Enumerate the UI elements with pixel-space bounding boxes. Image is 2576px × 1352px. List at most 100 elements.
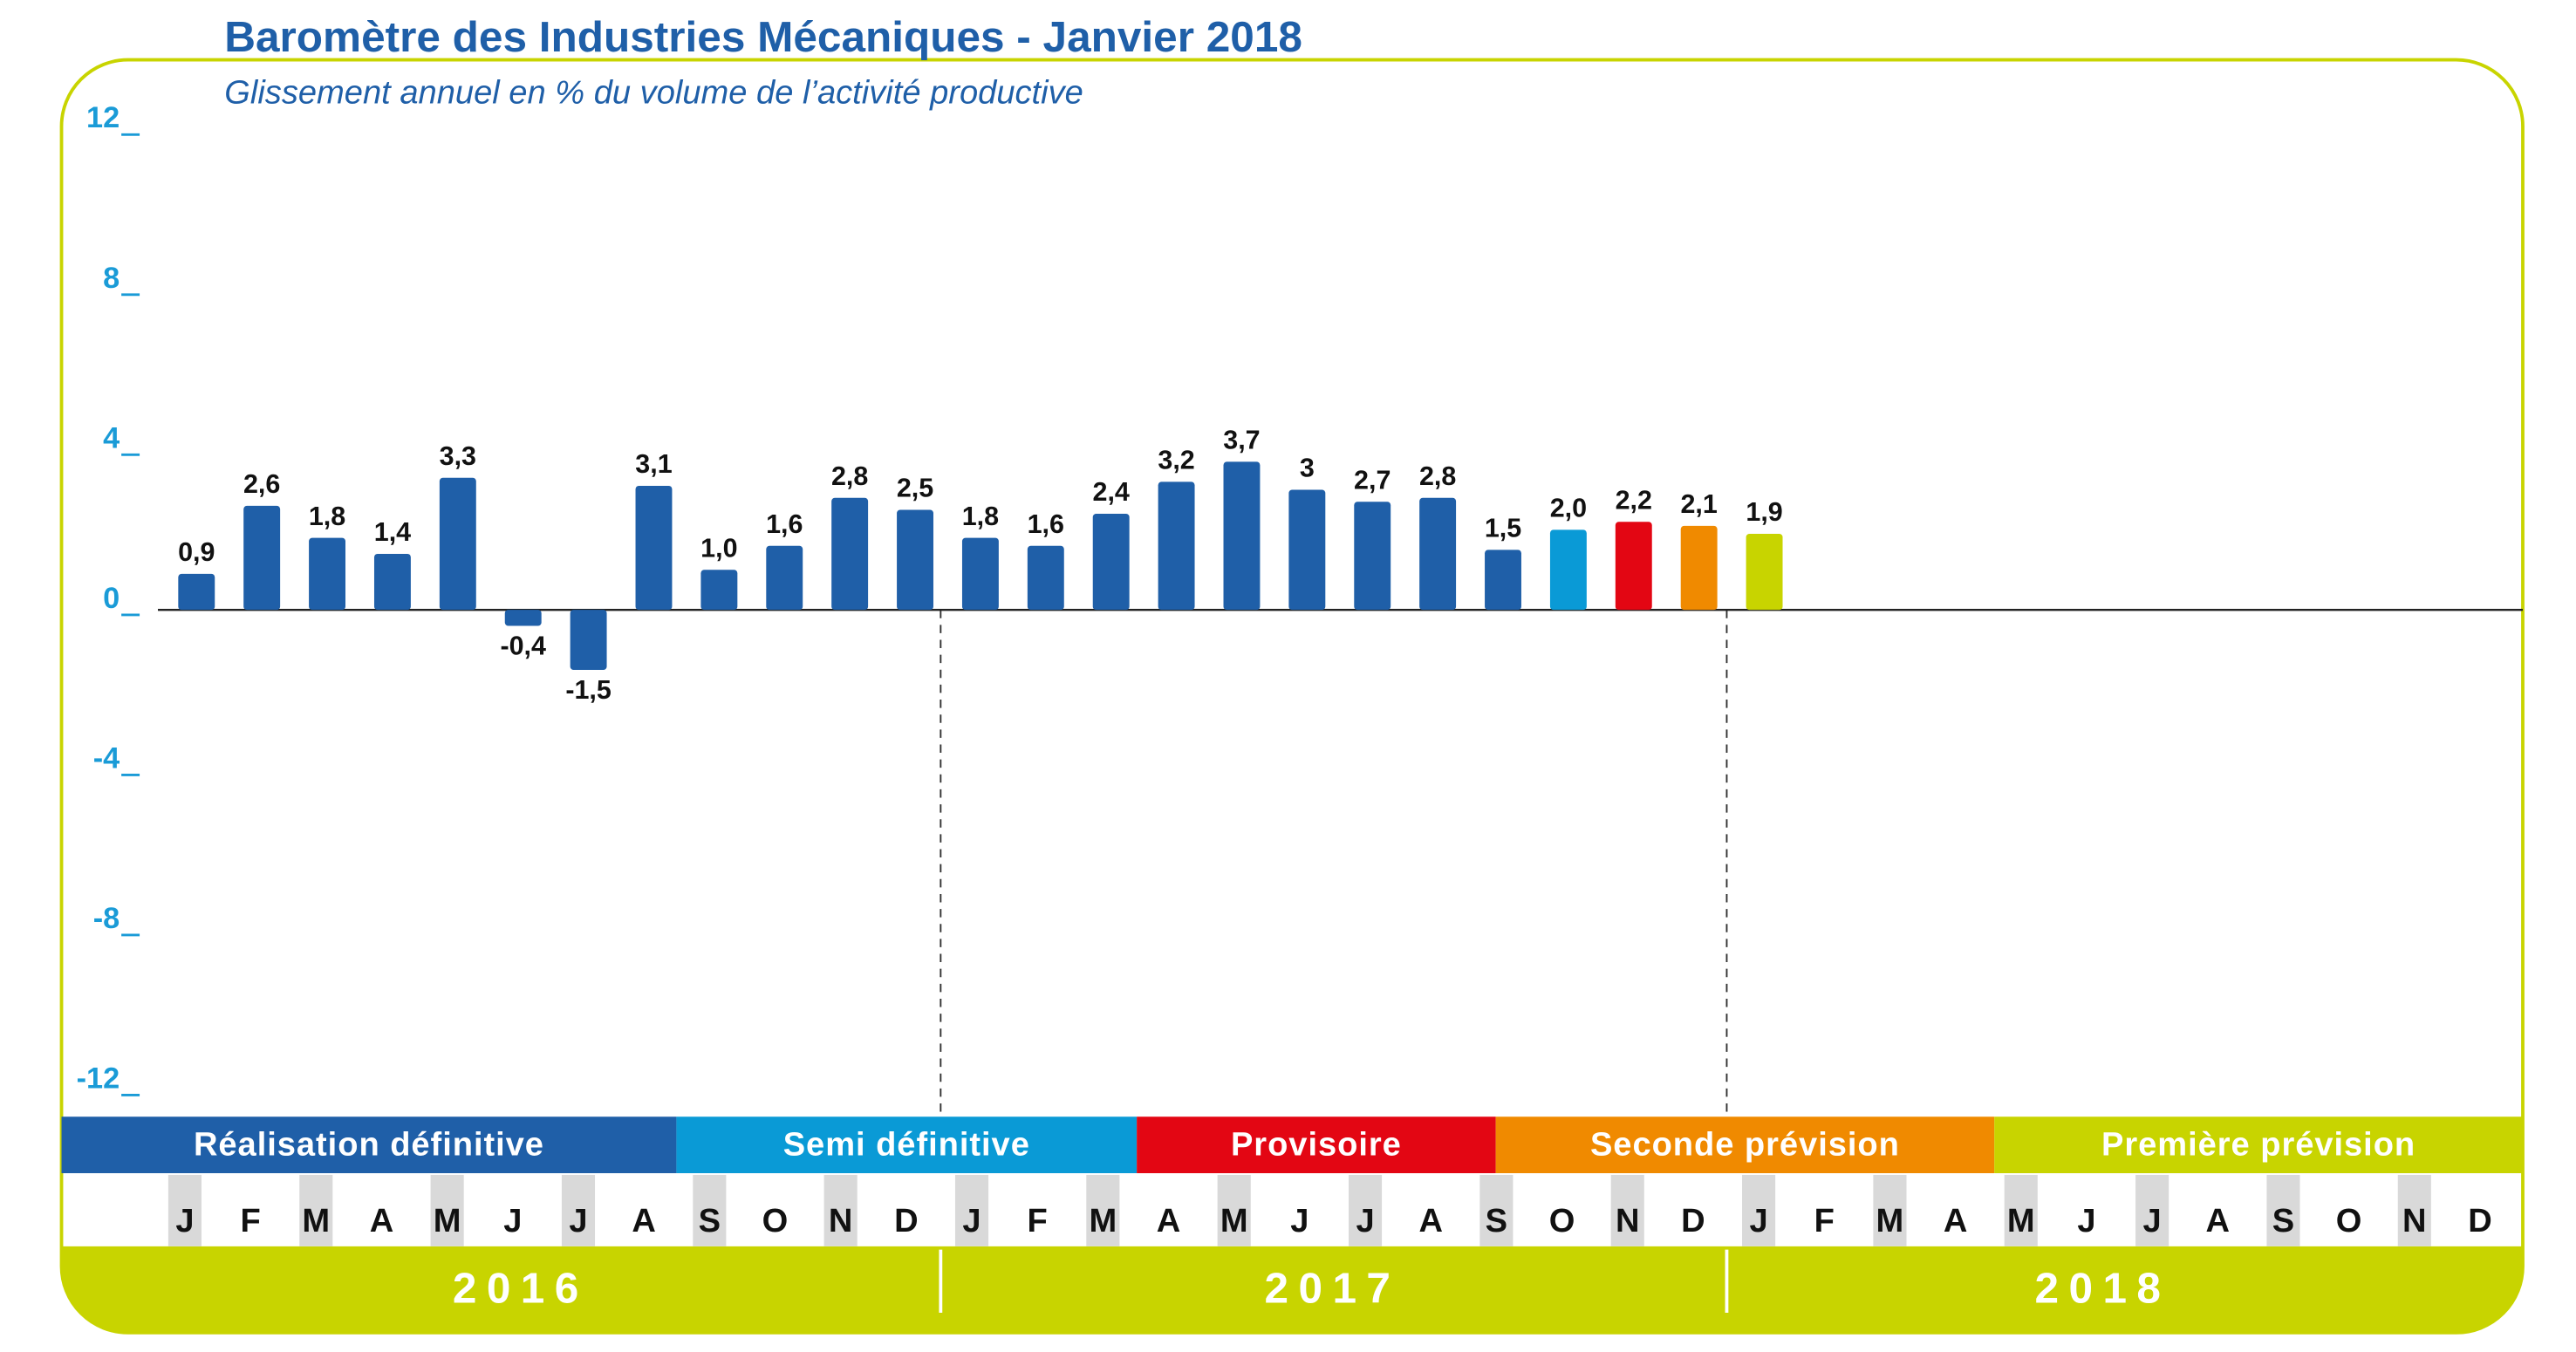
bar (831, 497, 869, 611)
value-label: 2,8 (1419, 461, 1456, 491)
value-label: 2,8 (831, 461, 868, 491)
y-tick-label: 12 (86, 101, 120, 134)
x-tick-label: J (1356, 1203, 1374, 1239)
x-tick-label: S (699, 1203, 721, 1239)
x-tick-label: A (1944, 1203, 1968, 1239)
x-tick-label: J (1749, 1203, 1767, 1239)
bar (700, 570, 738, 611)
month-stripe (823, 1174, 858, 1246)
x-tick-label: D (2468, 1203, 2492, 1239)
x-tick-label: M (1089, 1203, 1117, 1239)
bar (961, 537, 999, 611)
y-tick-label: -4 (93, 741, 120, 775)
month-stripe (561, 1174, 596, 1246)
phase-band (61, 1116, 677, 1174)
x-tick-label: A (1157, 1203, 1181, 1239)
x-tick-label: J (962, 1203, 981, 1239)
bar (309, 537, 346, 611)
value-label: 2,2 (1616, 485, 1652, 515)
y-tick-label: -12 (77, 1062, 120, 1095)
month-stripe (1610, 1174, 1644, 1246)
x-tick-label: M (302, 1203, 330, 1239)
year-label: 2018 (2035, 1264, 2171, 1312)
phase-band (1994, 1116, 2523, 1174)
bar (504, 610, 542, 626)
value-label: -1,5 (565, 675, 612, 705)
bar (570, 610, 607, 670)
y-tick-label: 0 (103, 582, 120, 615)
phase-band (1495, 1116, 1995, 1174)
x-tick-label: J (2077, 1203, 2095, 1239)
bar (1615, 522, 1652, 611)
year-bar (61, 1246, 2523, 1333)
bar (635, 485, 673, 611)
x-tick-label: N (829, 1203, 853, 1239)
x-tick-label: O (1549, 1203, 1575, 1239)
y-tick-label: 4 (103, 421, 120, 454)
month-stripe (1742, 1174, 1776, 1246)
value-label: 3,3 (440, 441, 476, 471)
value-label: 2,6 (243, 469, 280, 499)
x-tick-label: M (434, 1203, 461, 1239)
bar (1419, 497, 1457, 611)
x-tick-label: D (1681, 1203, 1705, 1239)
bar (1288, 489, 1326, 611)
month-stripe (954, 1174, 989, 1246)
bar (178, 573, 215, 611)
x-tick-label: J (1290, 1203, 1308, 1239)
bar (1158, 481, 1195, 611)
phase-label: Seconde prévision (1590, 1127, 1900, 1164)
bar (1485, 550, 1521, 611)
bar (1223, 461, 1261, 611)
x-tick-label: A (632, 1203, 656, 1239)
month-stripe (693, 1174, 727, 1246)
value-label: -0,4 (500, 631, 546, 660)
value-label: 2,5 (897, 474, 933, 503)
month-stripe (1873, 1174, 1907, 1246)
value-label: 1,6 (1028, 509, 1064, 539)
month-stripe (430, 1174, 464, 1246)
phase-label: Provisoire (1231, 1127, 1402, 1164)
bar (1680, 525, 1718, 611)
value-label: 1,0 (700, 533, 737, 563)
value-label: 3,2 (1158, 446, 1194, 475)
x-tick-label: M (2007, 1203, 2035, 1239)
value-label: 2,0 (1550, 494, 1587, 523)
x-tick-label: A (1418, 1203, 1443, 1239)
month-stripe (1479, 1174, 1513, 1246)
x-tick-label: N (2402, 1203, 2427, 1239)
value-label: 2,1 (1680, 489, 1717, 519)
value-label: 1,4 (374, 517, 411, 547)
month-stripe (2266, 1174, 2300, 1246)
x-tick-label: N (1616, 1203, 1640, 1239)
value-label: 3,7 (1223, 426, 1260, 455)
x-tick-label: S (2272, 1203, 2294, 1239)
x-tick-label: J (175, 1203, 194, 1239)
value-label: 2,4 (1093, 477, 1130, 507)
phase-label: Réalisation définitive (194, 1127, 544, 1164)
x-tick-label: F (240, 1203, 260, 1239)
x-tick-label: O (2336, 1203, 2362, 1239)
y-tick-label: 8 (103, 262, 120, 295)
bar (1549, 529, 1587, 611)
value-label: 1,5 (1485, 514, 1521, 543)
value-label: 1,9 (1746, 497, 1782, 527)
bar (1746, 534, 1783, 611)
x-tick-label: M (1220, 1203, 1248, 1239)
value-label: 3,1 (635, 449, 672, 479)
phase-band (676, 1116, 1138, 1174)
value-label: 0,9 (178, 537, 215, 567)
month-stripe (2135, 1174, 2169, 1246)
bar (1027, 545, 1064, 611)
value-label: 1,6 (766, 509, 803, 539)
value-label: 3 (1300, 454, 1315, 483)
month-stripe (2397, 1174, 2431, 1246)
month-stripe (1348, 1174, 1383, 1246)
x-tick-label: J (569, 1203, 587, 1239)
x-tick-label: A (370, 1203, 394, 1239)
x-tick-label: M (1876, 1203, 1904, 1239)
month-stripe (1086, 1174, 1120, 1246)
month-stripe (2004, 1174, 2038, 1246)
x-tick-label: F (1028, 1203, 1048, 1239)
